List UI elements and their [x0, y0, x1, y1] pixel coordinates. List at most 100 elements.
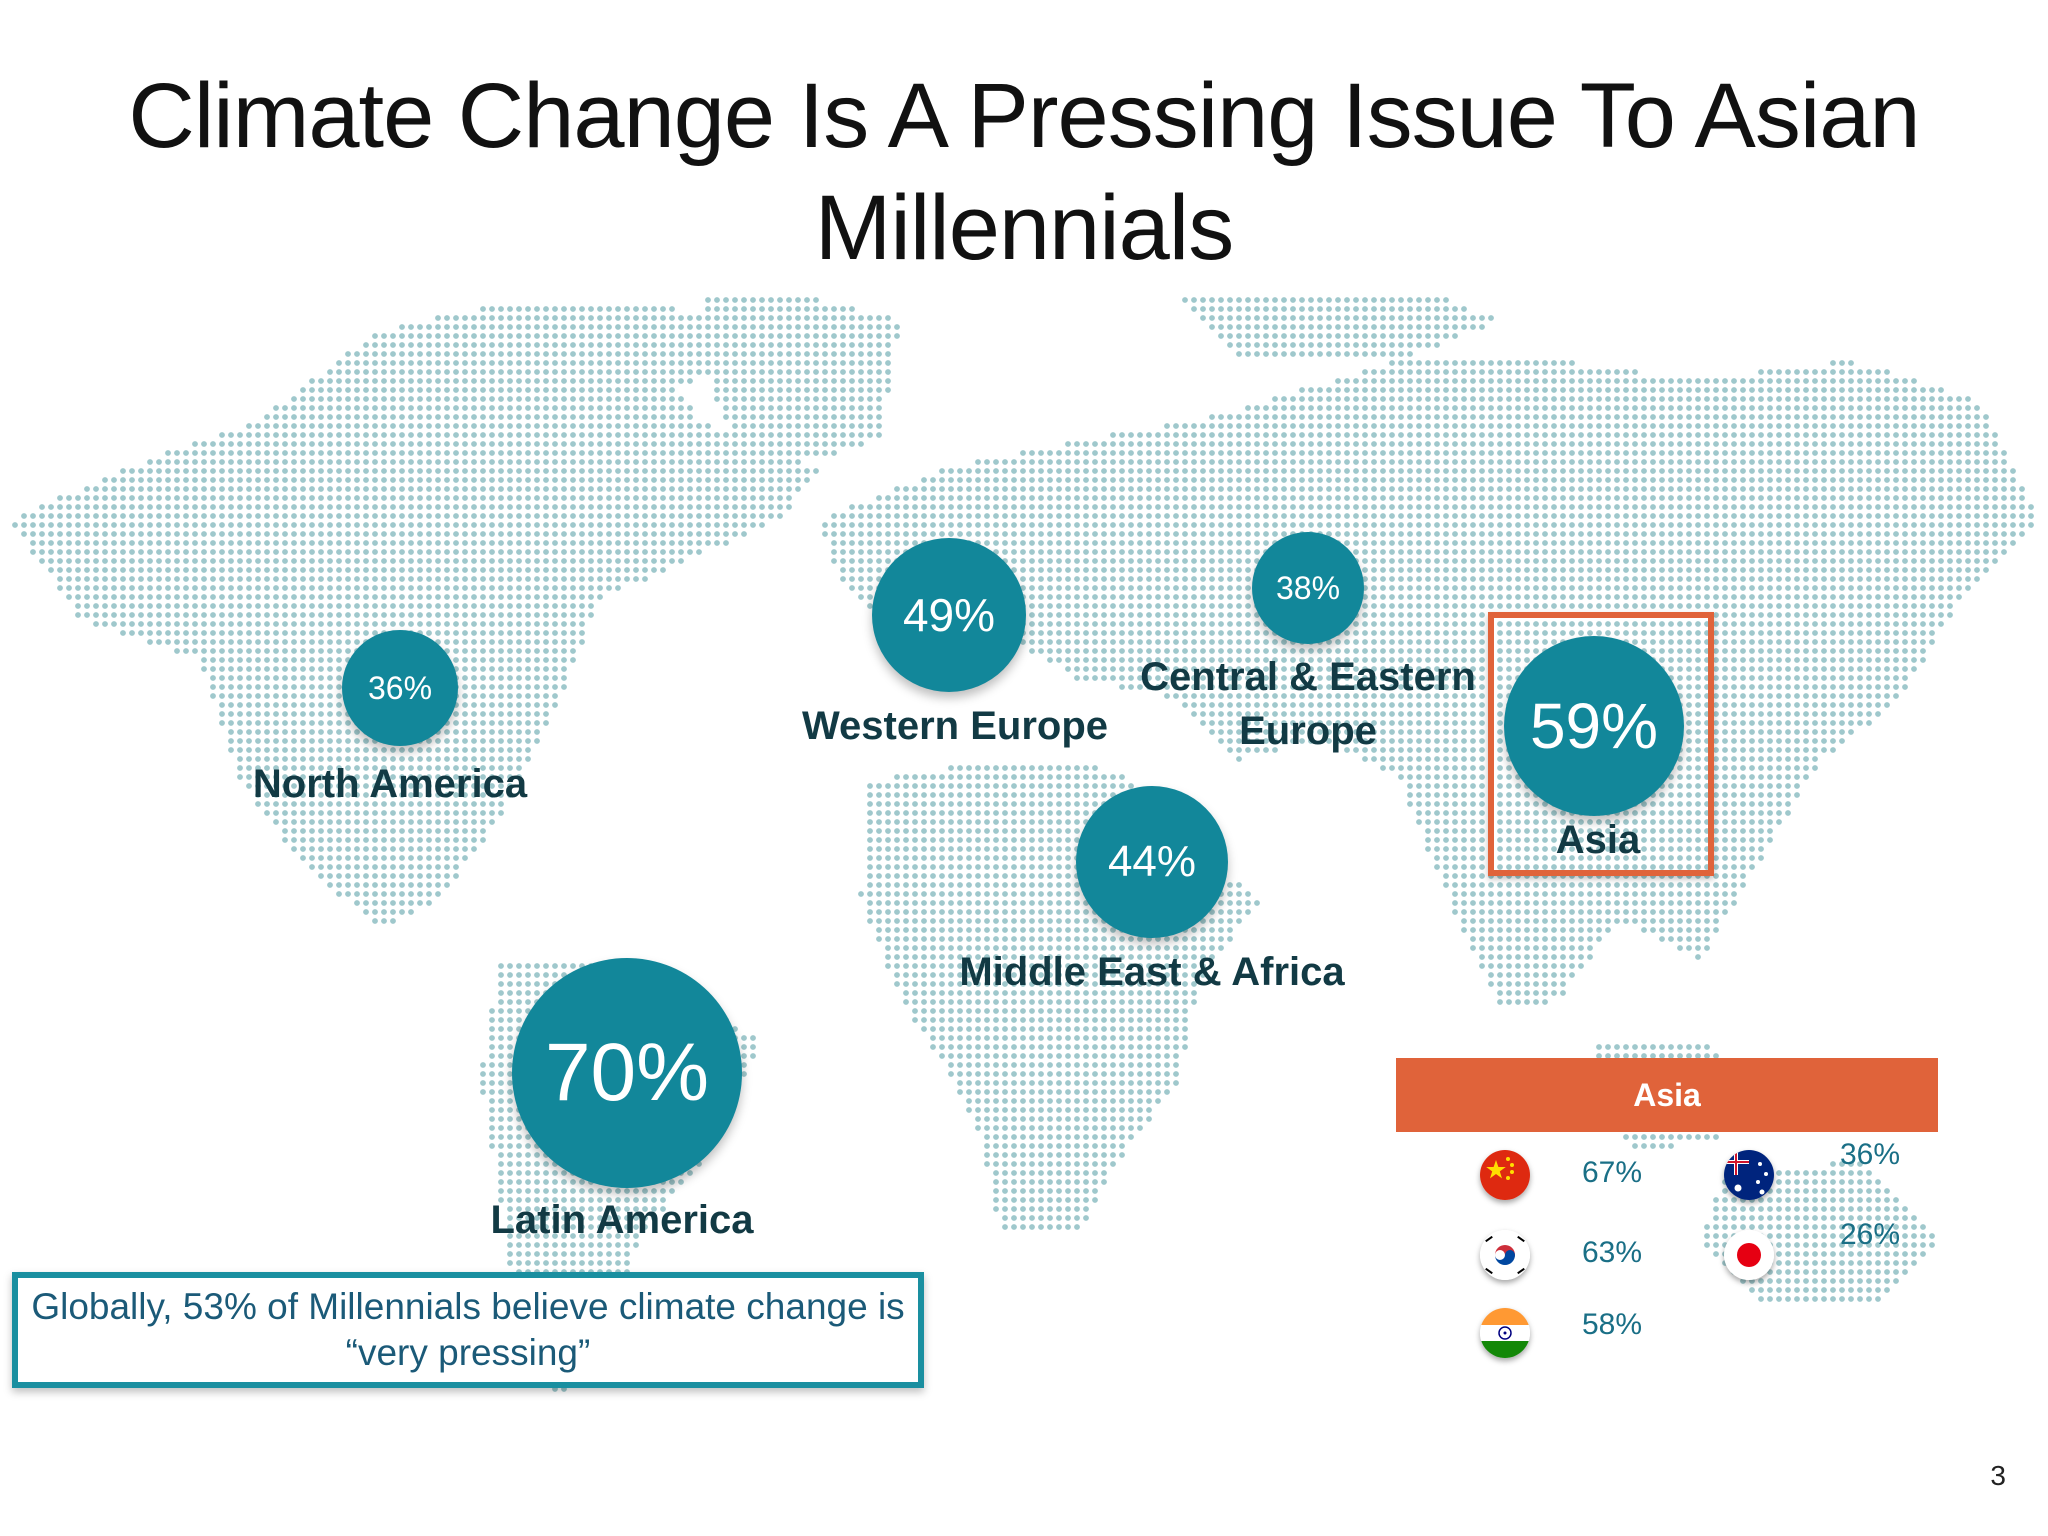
map-dot — [570, 324, 576, 330]
map-dot — [1227, 504, 1233, 510]
map-dot — [1362, 396, 1368, 402]
map-dot — [885, 378, 891, 384]
map-dot — [1047, 468, 1053, 474]
map-dot — [435, 333, 441, 339]
map-dot — [525, 405, 531, 411]
map-dot — [1218, 432, 1224, 438]
map-dot — [1623, 558, 1629, 564]
map-dot — [579, 351, 585, 357]
map-dot — [174, 540, 180, 546]
map-dot — [1479, 369, 1485, 375]
map-dot — [1785, 567, 1791, 573]
map-dot — [903, 531, 909, 537]
map-dot — [1704, 513, 1710, 519]
map-dot — [1623, 486, 1629, 492]
map-dot — [1830, 441, 1836, 447]
map-dot — [1848, 549, 1854, 555]
map-dot — [1101, 495, 1107, 501]
map-dot — [579, 549, 585, 555]
map-dot — [804, 360, 810, 366]
map-dot — [1587, 567, 1593, 573]
map-dot — [867, 432, 873, 438]
map-dot — [75, 531, 81, 537]
map-dot — [732, 423, 738, 429]
map-dot — [723, 315, 729, 321]
map-dot — [291, 486, 297, 492]
map-dot — [1389, 387, 1395, 393]
map-dot — [1191, 468, 1197, 474]
map-dot — [471, 567, 477, 573]
map-dot — [408, 504, 414, 510]
map-dot — [633, 405, 639, 411]
map-dot — [165, 504, 171, 510]
map-dot — [1758, 513, 1764, 519]
map-dot — [1902, 432, 1908, 438]
map-dot — [1164, 540, 1170, 546]
map-dot — [1884, 477, 1890, 483]
map-dot — [516, 450, 522, 456]
map-dot — [318, 432, 324, 438]
map-dot — [1596, 495, 1602, 501]
map-dot — [786, 468, 792, 474]
map-dot — [1191, 423, 1197, 429]
map-dot — [1560, 549, 1566, 555]
map-dot — [1317, 306, 1323, 312]
map-dot — [471, 504, 477, 510]
map-dot — [192, 468, 198, 474]
map-dot — [1263, 315, 1269, 321]
map-dot — [867, 549, 873, 555]
map-dot — [1074, 450, 1080, 456]
map-dot — [1740, 468, 1746, 474]
map-dot — [282, 423, 288, 429]
map-dot — [2001, 513, 2007, 519]
map-dot — [1767, 540, 1773, 546]
map-dot — [2010, 513, 2016, 519]
map-dot — [1182, 477, 1188, 483]
map-dot — [1488, 522, 1494, 528]
map-dot — [1020, 522, 1026, 528]
map-dot — [669, 468, 675, 474]
map-dot — [291, 513, 297, 519]
map-dot — [1299, 306, 1305, 312]
map-dot — [1488, 486, 1494, 492]
map-dot — [975, 495, 981, 501]
map-dot — [471, 513, 477, 519]
map-dot — [57, 495, 63, 501]
map-dot — [372, 486, 378, 492]
map-dot — [1893, 540, 1899, 546]
map-dot — [561, 333, 567, 339]
map-dot — [1668, 405, 1674, 411]
map-dot — [858, 567, 864, 573]
map-dot — [1776, 459, 1782, 465]
map-dot — [1173, 504, 1179, 510]
map-dot — [615, 351, 621, 357]
map-dot — [1551, 567, 1557, 573]
map-dot — [1956, 495, 1962, 501]
map-dot — [1380, 441, 1386, 447]
map-dot — [849, 441, 855, 447]
map-dot — [318, 531, 324, 537]
map-dot — [138, 567, 144, 573]
map-dot — [867, 315, 873, 321]
map-dot — [1380, 540, 1386, 546]
map-dot — [300, 576, 306, 582]
map-dot — [1173, 486, 1179, 492]
map-dot — [165, 468, 171, 474]
map-dot — [552, 540, 558, 546]
map-dot — [1929, 567, 1935, 573]
map-dot — [1452, 531, 1458, 537]
map-dot — [1749, 432, 1755, 438]
map-dot — [597, 450, 603, 456]
map-dot — [363, 351, 369, 357]
map-dot — [1137, 513, 1143, 519]
map-dot — [651, 315, 657, 321]
map-dot — [1569, 378, 1575, 384]
map-dot — [858, 441, 864, 447]
map-dot — [1713, 549, 1719, 555]
map-dot — [1209, 315, 1215, 321]
map-dot — [39, 513, 45, 519]
map-dot — [309, 387, 315, 393]
map-dot — [1641, 432, 1647, 438]
map-dot — [1551, 495, 1557, 501]
map-dot — [1308, 405, 1314, 411]
